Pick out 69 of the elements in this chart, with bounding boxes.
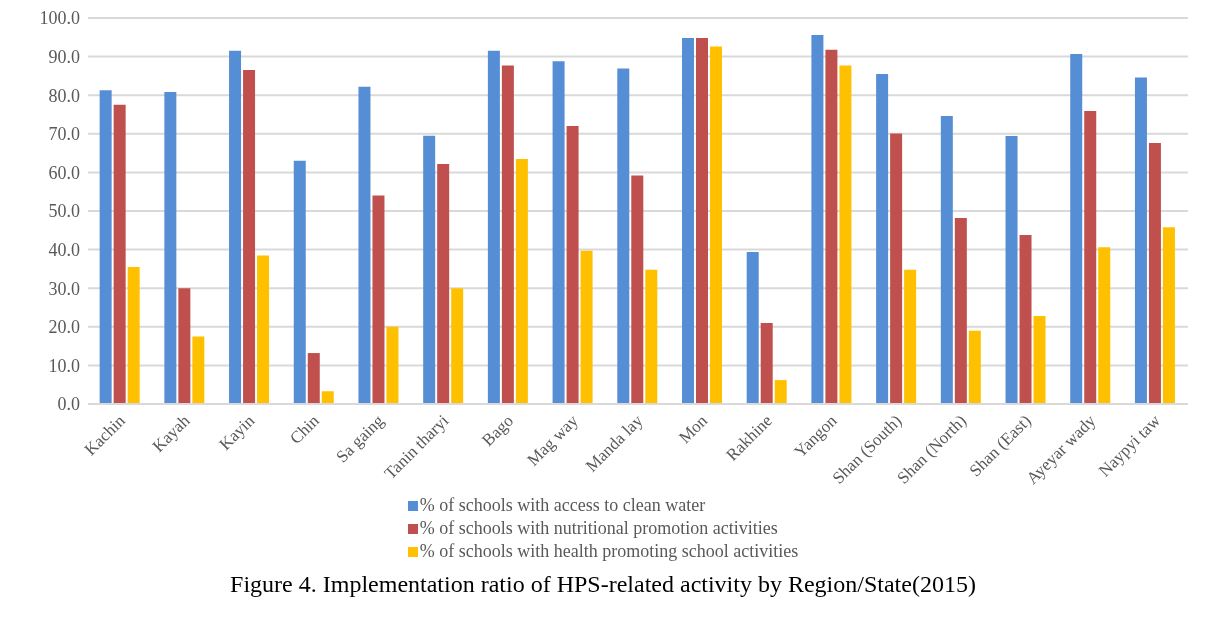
y-tick-label: 100.0 [39, 8, 80, 29]
bar [515, 158, 528, 404]
bar [487, 50, 500, 404]
bar [566, 126, 579, 404]
bar [358, 86, 371, 404]
bar [164, 92, 177, 404]
bar [876, 73, 889, 404]
legend-label: % of schools with health promoting school activities [419, 540, 799, 563]
text: Figure 4. Implementation ratio of HPS-related activity by Region/State(2015) [229, 571, 977, 598]
bar [682, 38, 694, 404]
bar [1070, 53, 1083, 404]
y-tick-label: 80.0 [48, 85, 80, 106]
bar [178, 288, 191, 404]
bar [552, 61, 565, 404]
bar [774, 380, 787, 404]
bar [386, 326, 399, 404]
y-tick-label: 10.0 [48, 355, 80, 376]
bar [890, 133, 903, 404]
y-tick-label: 30.0 [48, 278, 80, 299]
bar [1005, 136, 1018, 404]
bar [321, 391, 334, 404]
y-tick-label: 90.0 [48, 46, 80, 67]
bar [372, 195, 385, 404]
bar [940, 116, 953, 404]
x-tick-label: Mon [675, 410, 712, 448]
bar [1098, 247, 1111, 404]
bar [423, 135, 436, 404]
bar [839, 65, 852, 404]
bar [451, 288, 464, 404]
y-tick-label: 60.0 [48, 162, 80, 183]
bar [1148, 143, 1161, 404]
y-tick-label: 40.0 [48, 239, 80, 260]
bar [710, 46, 722, 404]
bar [293, 160, 306, 404]
legend-label: % of schools with access to clean water [419, 494, 706, 517]
bar [1019, 234, 1032, 404]
bar [229, 50, 242, 404]
bar [243, 70, 256, 404]
bar [307, 353, 320, 404]
legend-label: % of schools with nutritional promotion activities [419, 517, 778, 540]
bar [437, 163, 450, 404]
bar [968, 330, 981, 404]
bar [904, 269, 917, 404]
y-tick-label: 50.0 [48, 201, 80, 222]
bar [954, 217, 967, 404]
x-tick-label: Chin [286, 410, 324, 448]
bar [617, 68, 630, 404]
bar [645, 269, 658, 404]
bar [1033, 315, 1046, 404]
x-tick-label: Mag way [523, 410, 583, 470]
bar [696, 38, 708, 404]
y-tick-label: 0.0 [57, 394, 80, 415]
bar [580, 250, 593, 404]
bar [257, 255, 270, 404]
bar [1134, 77, 1147, 404]
bar [99, 90, 112, 404]
bar [811, 34, 824, 404]
bar [501, 65, 514, 404]
bar [127, 266, 140, 404]
bar [760, 322, 773, 404]
bar [825, 49, 838, 404]
bar [631, 175, 644, 404]
bar [1162, 227, 1175, 404]
bar [1084, 111, 1097, 404]
y-tick-label: 20.0 [48, 317, 80, 338]
bar [746, 251, 759, 404]
bar [113, 104, 126, 404]
bar [192, 336, 205, 404]
y-tick-label: 70.0 [48, 124, 80, 145]
